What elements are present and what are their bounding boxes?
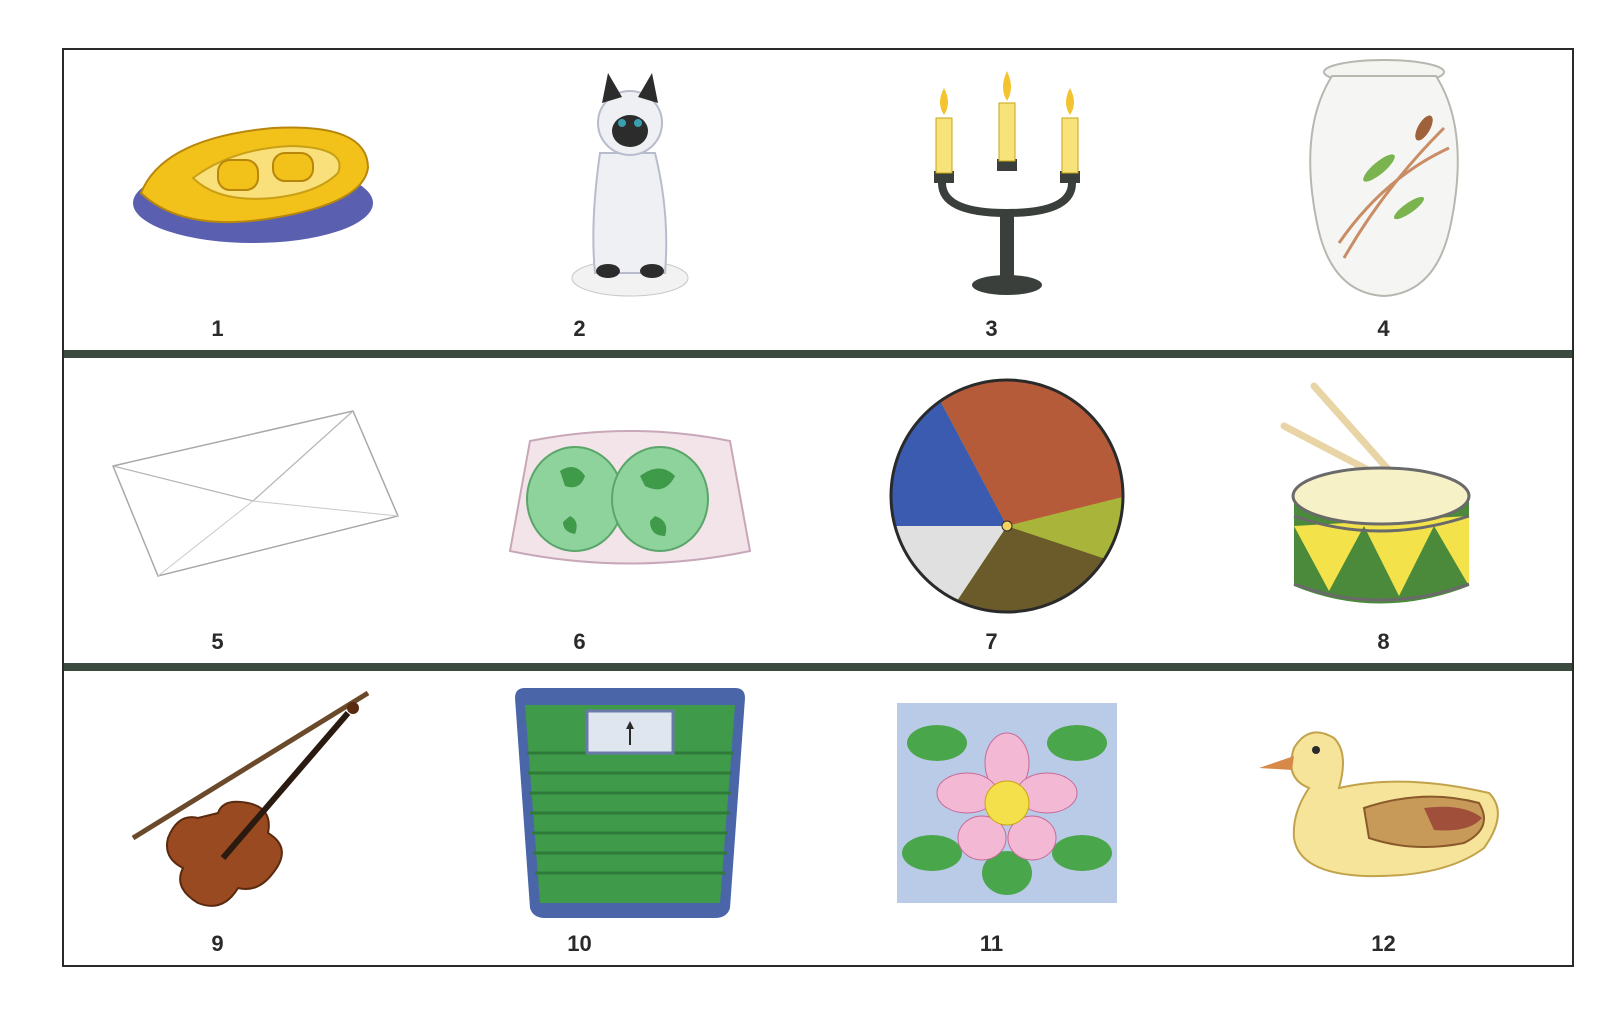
item-number: 1 <box>211 316 224 341</box>
candelabra-icon <box>933 71 1080 295</box>
item-number: 9 <box>211 931 224 956</box>
row-3: 9 <box>64 675 1572 965</box>
picture-sheet: 1 2 <box>62 48 1574 967</box>
duck-decoy-icon <box>1258 731 1499 878</box>
vase-icon <box>1308 59 1459 298</box>
item-number: 8 <box>1377 629 1390 654</box>
item-6[interactable]: 6 <box>441 362 818 663</box>
item-4[interactable]: 4 <box>1195 50 1572 350</box>
item-number: 3 <box>985 316 998 341</box>
flower-tile-icon <box>896 703 1117 903</box>
item-number: 7 <box>985 629 998 654</box>
item-number: 10 <box>567 931 592 956</box>
bathroom-scale-icon <box>514 688 745 918</box>
row-1: 1 2 <box>64 50 1572 350</box>
item-5[interactable]: 5 <box>64 362 441 663</box>
violin-icon <box>131 690 369 907</box>
item-8[interactable]: 8 <box>1195 362 1572 663</box>
item-number: 2 <box>573 316 586 341</box>
item-10[interactable]: 10 <box>441 675 818 965</box>
drum-icon <box>1280 382 1470 603</box>
item-12[interactable]: 12 <box>1195 675 1572 965</box>
beach-ball-icon <box>889 378 1124 613</box>
item-2[interactable]: 2 <box>441 50 818 350</box>
item-number: 12 <box>1371 931 1396 956</box>
item-1[interactable]: 1 <box>64 50 441 350</box>
item-number: 5 <box>211 629 224 654</box>
row-divider <box>64 663 1572 671</box>
inflatable-boat-icon <box>132 126 373 243</box>
envelope-icon <box>111 409 399 577</box>
row-divider <box>64 350 1572 358</box>
item-11[interactable]: 11 <box>818 675 1195 965</box>
cat-statue-icon <box>571 73 688 297</box>
item-7[interactable]: 7 <box>818 362 1195 663</box>
item-9[interactable]: 9 <box>64 675 441 965</box>
item-number: 11 <box>979 931 1004 956</box>
item-number: 6 <box>573 629 586 654</box>
item-number: 4 <box>1377 316 1390 341</box>
item-3[interactable]: 3 <box>818 50 1195 350</box>
lampshade-icon <box>508 429 751 564</box>
row-2: 5 6 <box>64 362 1572 663</box>
